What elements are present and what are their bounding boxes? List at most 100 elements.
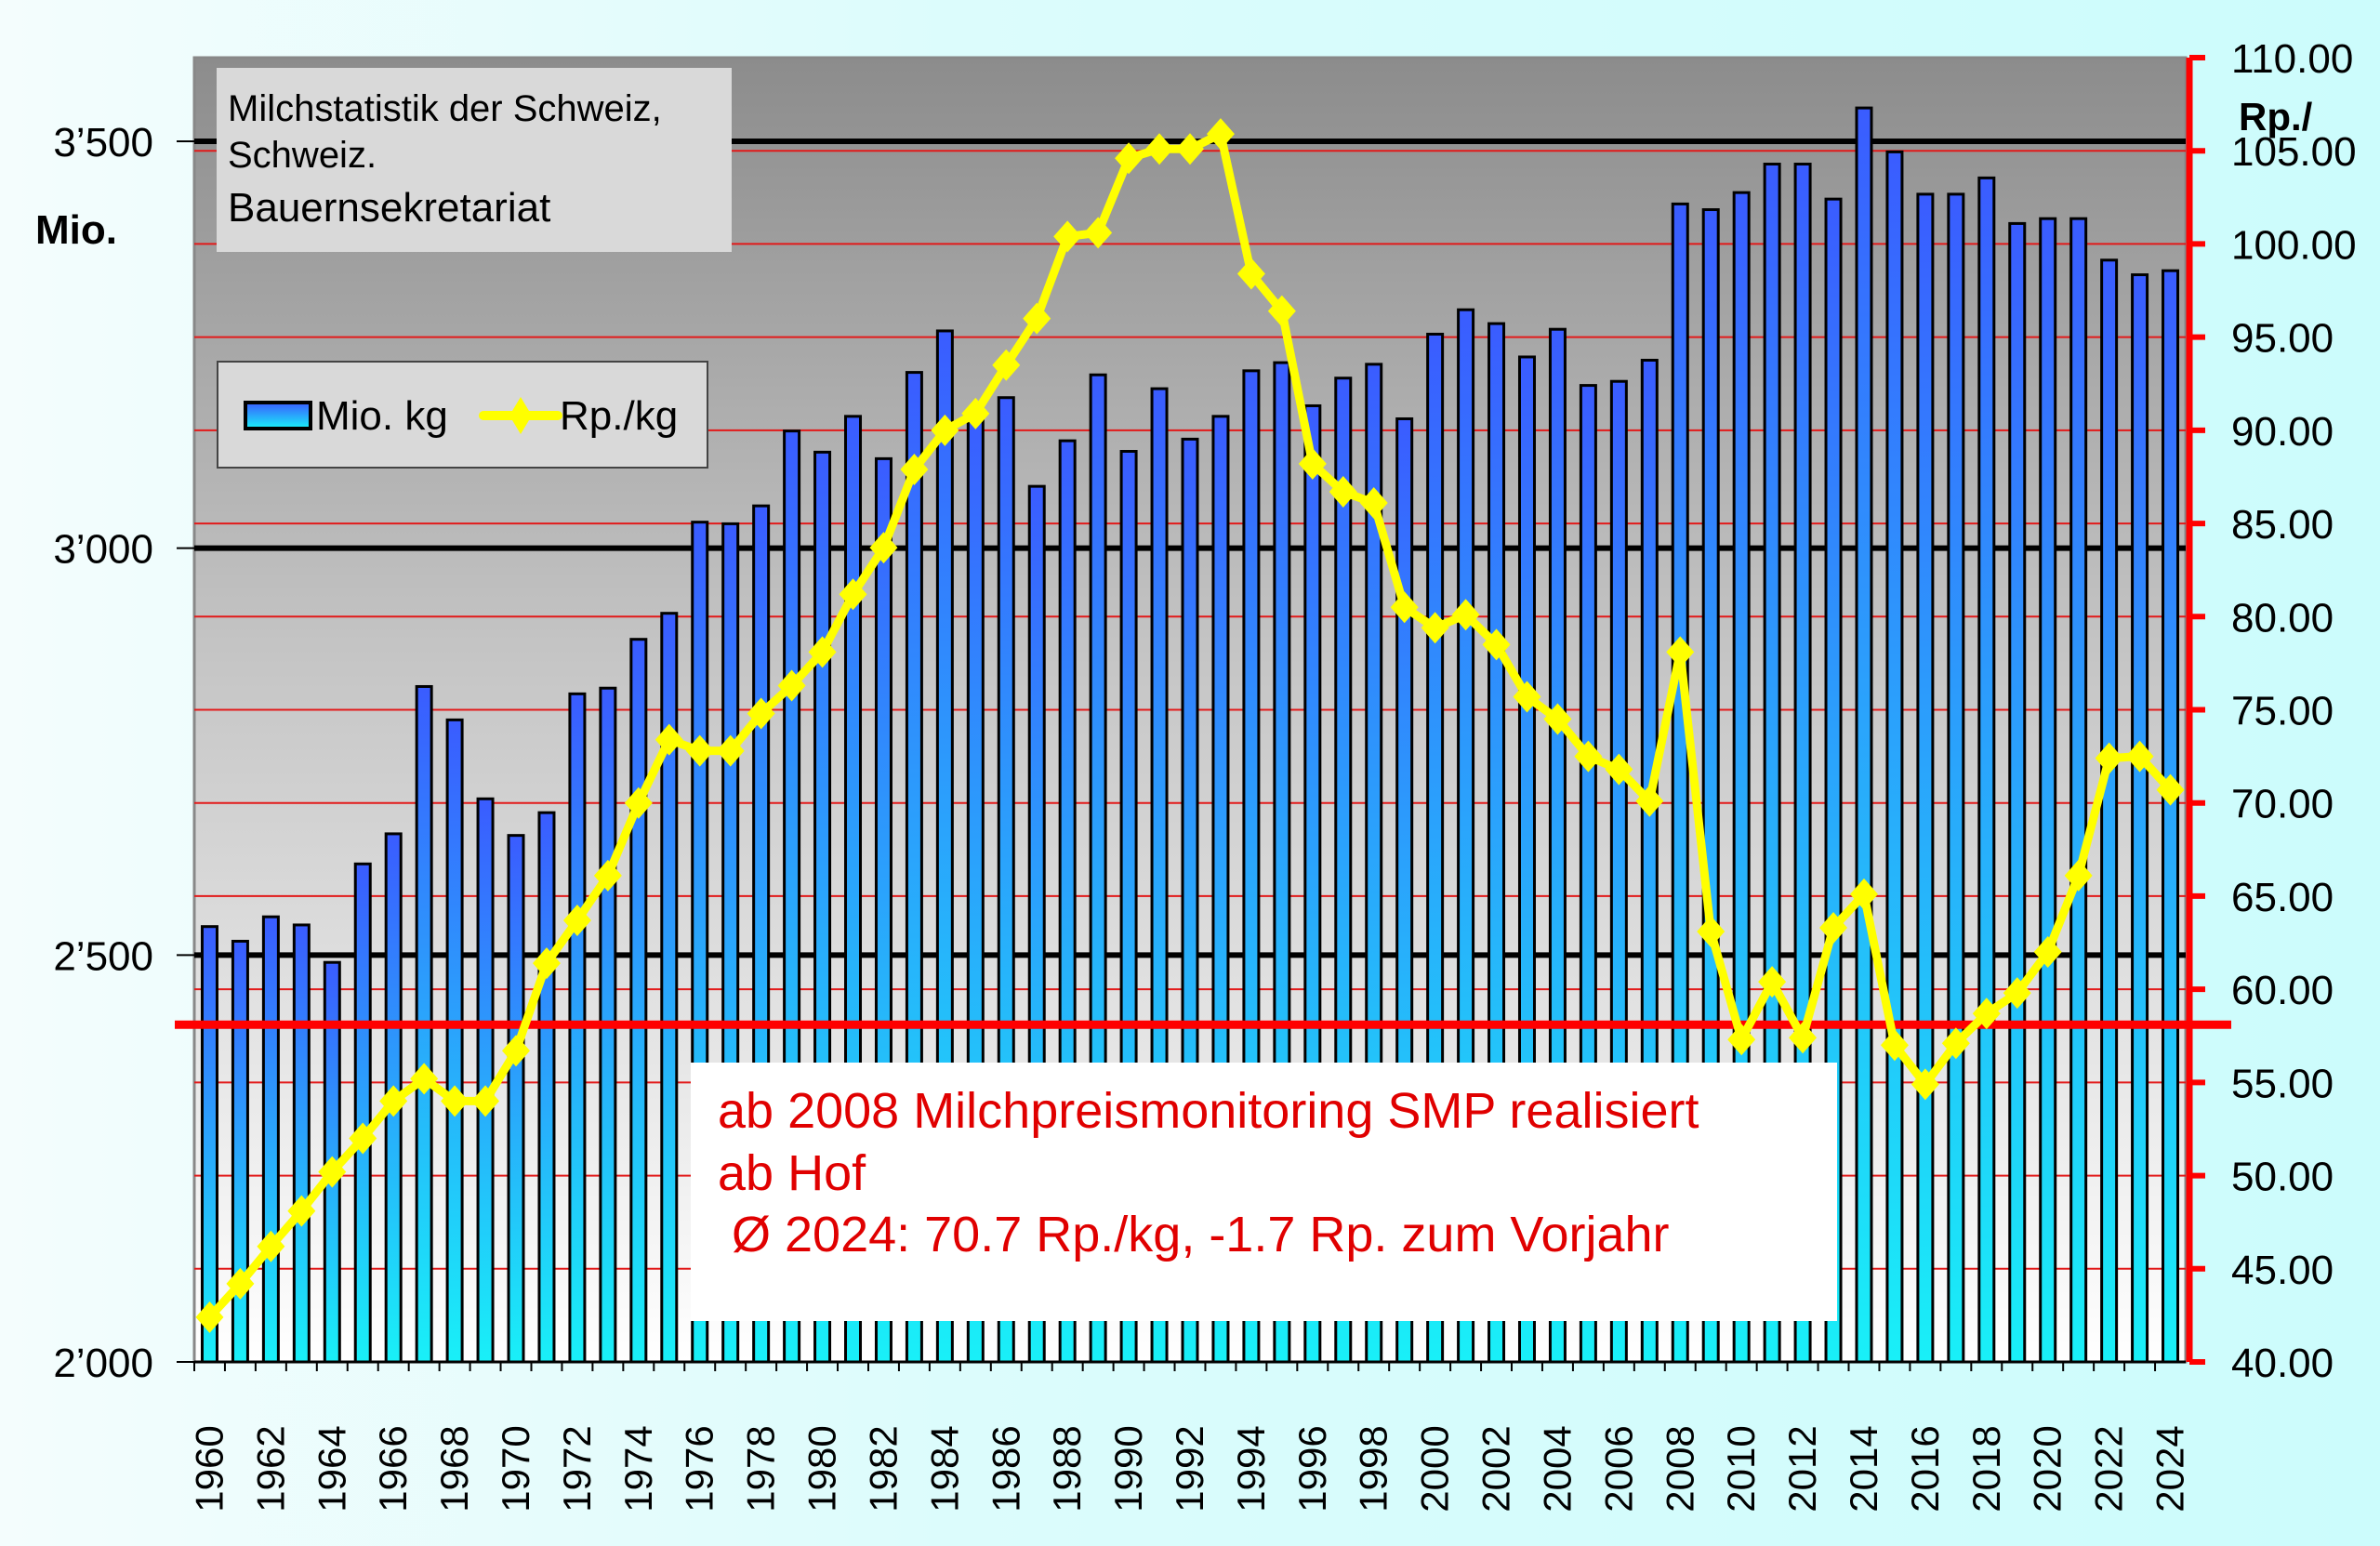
price-point-1970 bbox=[502, 1035, 531, 1067]
price-point-1990 bbox=[1115, 142, 1144, 175]
price-point-2015 bbox=[1880, 1029, 1909, 1062]
bar-1965 bbox=[353, 862, 372, 1364]
annotation-line-2: ab Hof bbox=[718, 1145, 866, 1201]
price-point-2018 bbox=[1972, 998, 2001, 1030]
bar-2019 bbox=[2008, 221, 2027, 1364]
x-tick-label: 2008 bbox=[1658, 1425, 1701, 1512]
price-point-1980 bbox=[808, 636, 837, 668]
right-axis-tick-label: 90.00 bbox=[2231, 409, 2334, 455]
price-point-2001 bbox=[1451, 599, 1480, 631]
bar-2014 bbox=[1855, 106, 1873, 1364]
price-point-2003 bbox=[1513, 681, 1541, 713]
x-tick-label: 1960 bbox=[187, 1425, 231, 1512]
bar-2018 bbox=[1977, 176, 1996, 1364]
right-axis-tick-label: 100.00 bbox=[2231, 222, 2357, 268]
price-point-1997 bbox=[1329, 475, 1357, 508]
price-point-1992 bbox=[1176, 133, 1204, 165]
right-axis-tick-label: 85.00 bbox=[2231, 502, 2334, 548]
price-point-1983 bbox=[900, 453, 929, 485]
left-axis-tick-label: 3’500 bbox=[53, 120, 153, 165]
legend: Mio. kg Rp./kg bbox=[217, 361, 708, 469]
price-point-1975 bbox=[654, 723, 683, 756]
x-tick-label: 1988 bbox=[1045, 1425, 1089, 1512]
bar-1962 bbox=[261, 915, 280, 1364]
x-tick-label: 1998 bbox=[1352, 1425, 1395, 1512]
price-point-1963 bbox=[287, 1195, 316, 1227]
price-point-1989 bbox=[1084, 217, 1113, 249]
x-tick-label: 2022 bbox=[2087, 1425, 2131, 1512]
title-line-1: Milchstatistik der Schweiz, bbox=[228, 88, 662, 129]
price-point-2006 bbox=[1605, 753, 1633, 786]
right-axis-label: Rp./ bbox=[2239, 95, 2313, 139]
price-point-2024 bbox=[2156, 773, 2185, 806]
x-tick-label: 1990 bbox=[1106, 1425, 1150, 1512]
right-axis-tick-label: 105.00 bbox=[2231, 129, 2357, 175]
price-point-1979 bbox=[777, 669, 806, 702]
annotation-line-3: Ø 2024: 70.7 Rp./kg, -1.7 Rp. zum Vorjah… bbox=[718, 1207, 1670, 1262]
x-tick-label: 1980 bbox=[800, 1425, 844, 1512]
title-line-2: Schweiz. bbox=[228, 135, 377, 176]
left-axis-label: Mio. bbox=[35, 207, 117, 253]
price-point-2009 bbox=[1697, 916, 1726, 948]
price-point-2005 bbox=[1574, 740, 1603, 773]
price-point-1988 bbox=[1053, 220, 1082, 253]
annotation-line-1: ab 2008 Milchpreismonitoring SMP realisi… bbox=[718, 1083, 1699, 1139]
price-point-1974 bbox=[624, 786, 653, 819]
title-background bbox=[217, 68, 732, 252]
price-point-1993 bbox=[1206, 118, 1235, 151]
left-axis-tick-label: 2’500 bbox=[53, 933, 153, 979]
x-tick-label: 2000 bbox=[1413, 1425, 1457, 1512]
right-axis-tick-label: 60.00 bbox=[2231, 968, 2334, 1013]
price-point-2014 bbox=[1849, 878, 1878, 910]
legend-bar-swatch bbox=[244, 401, 312, 430]
price-point-1964 bbox=[318, 1156, 347, 1188]
x-tick-label: 2016 bbox=[1903, 1425, 1947, 1512]
price-point-1967 bbox=[410, 1063, 439, 1095]
x-tick-label: 1982 bbox=[861, 1425, 905, 1512]
bar-2015 bbox=[1885, 150, 1904, 1364]
price-point-1977 bbox=[716, 734, 745, 767]
price-point-2021 bbox=[2064, 859, 2093, 892]
right-axis-tick-label: 65.00 bbox=[2231, 875, 2334, 920]
bar-2020 bbox=[2039, 217, 2057, 1364]
right-axis-tick-label: 95.00 bbox=[2231, 316, 2334, 362]
price-point-1962 bbox=[257, 1230, 285, 1262]
x-tick-label: 1972 bbox=[555, 1425, 599, 1512]
x-tick-label: 1962 bbox=[248, 1425, 292, 1512]
right-axis-tick-label: 55.00 bbox=[2231, 1061, 2334, 1106]
right-axis-tick-label: 80.00 bbox=[2231, 595, 2334, 641]
price-point-2020 bbox=[2033, 936, 2062, 969]
x-tick-label: 1974 bbox=[616, 1425, 660, 1512]
price-point-1987 bbox=[1023, 302, 1051, 335]
price-point-2019 bbox=[2003, 977, 2031, 1010]
price-point-1965 bbox=[349, 1122, 377, 1155]
price-point-2002 bbox=[1482, 628, 1511, 661]
right-axis-tick-label: 75.00 bbox=[2231, 689, 2334, 734]
title-line-3: Bauernsekretariat bbox=[228, 185, 550, 231]
price-point-2000 bbox=[1421, 612, 1449, 644]
price-point-1976 bbox=[685, 734, 714, 767]
price-point-1969 bbox=[471, 1085, 500, 1117]
price-point-1972 bbox=[562, 904, 591, 936]
x-tick-label: 2002 bbox=[1474, 1425, 1518, 1512]
title-box: Milchstatistik der Schweiz, Schweiz. Bau… bbox=[217, 68, 732, 252]
x-tick-label: 2018 bbox=[1964, 1425, 2008, 1512]
price-point-1984 bbox=[931, 414, 959, 446]
price-point-1998 bbox=[1359, 487, 1388, 520]
price-point-2022 bbox=[2095, 742, 2123, 774]
x-tick-label: 1992 bbox=[1168, 1425, 1211, 1512]
price-point-1968 bbox=[441, 1085, 469, 1117]
left-axis-tick-label: 2’000 bbox=[53, 1341, 153, 1386]
bar-1974 bbox=[629, 638, 648, 1364]
x-tick-label: 1996 bbox=[1290, 1425, 1334, 1512]
right-axis-tick-label: 40.00 bbox=[2231, 1341, 2334, 1386]
price-point-2017 bbox=[1941, 1027, 1970, 1060]
annotation-background bbox=[691, 1063, 1837, 1321]
x-tick-label: 1968 bbox=[432, 1425, 476, 1512]
price-point-2007 bbox=[1635, 785, 1664, 817]
price-point-1973 bbox=[593, 859, 622, 892]
bar-1968 bbox=[445, 718, 464, 1364]
left-axis-tick-label: 3’000 bbox=[53, 527, 153, 573]
x-tick-label: 2010 bbox=[1719, 1425, 1763, 1512]
